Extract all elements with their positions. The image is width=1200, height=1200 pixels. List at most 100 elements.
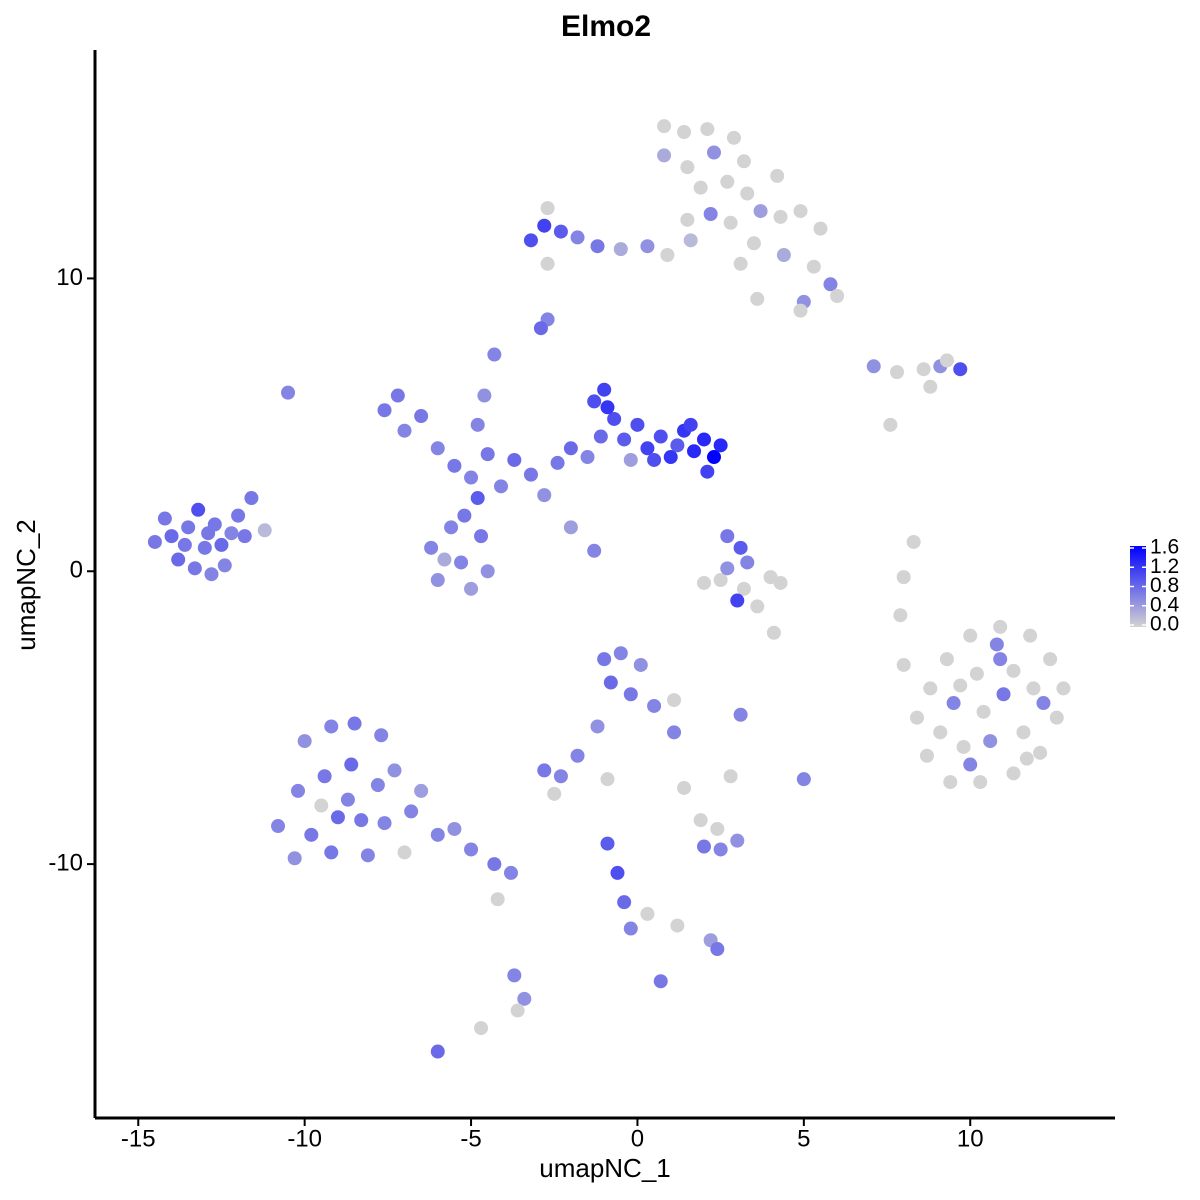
x-tick-label: 10 [957, 1125, 984, 1152]
x-tick-label: -15 [121, 1125, 156, 1152]
cell-point [507, 968, 522, 983]
cell-point [540, 256, 555, 271]
cell-point [723, 215, 738, 230]
cell-point [653, 974, 668, 989]
cell-point [291, 783, 306, 798]
cell-point [231, 508, 246, 523]
cell-point [374, 728, 389, 743]
x-axis-label: umapNC_1 [539, 1153, 671, 1183]
cell-point [480, 447, 495, 462]
cell-point [447, 458, 462, 473]
cell-point [983, 734, 998, 749]
cell-point [430, 827, 445, 842]
cell-point [147, 534, 162, 549]
cell-point [667, 693, 682, 708]
cell-point [547, 786, 562, 801]
cell-point [697, 575, 712, 590]
cell-point [430, 573, 445, 588]
cell-point [507, 452, 522, 467]
cell-point [430, 441, 445, 456]
cell-point [390, 388, 405, 403]
colorbar-tick-label: 1.2 [1150, 555, 1179, 578]
cell-point [720, 561, 735, 576]
cell-point [683, 233, 698, 248]
cell-point [597, 652, 612, 667]
cell-point [700, 122, 715, 137]
cell-point [360, 848, 375, 863]
cell-point [537, 218, 552, 233]
cell-point [397, 423, 412, 438]
cell-point [916, 362, 931, 377]
cell-point [706, 450, 721, 465]
cell-point [464, 470, 479, 485]
cell-point [740, 555, 755, 570]
cell-point [610, 865, 625, 880]
cell-point [414, 783, 429, 798]
cell-point [1036, 696, 1051, 711]
x-tick-label: 5 [797, 1125, 810, 1152]
cell-point [660, 247, 675, 262]
y-tick-label: 0 [70, 557, 83, 584]
cell-point [657, 148, 672, 163]
cell-point [1006, 766, 1021, 781]
cell-point [720, 529, 735, 544]
cell-point [989, 637, 1004, 652]
cell-point [906, 534, 921, 549]
cell-point [630, 417, 645, 432]
cell-point [896, 657, 911, 672]
cell-point [923, 681, 938, 696]
cell-point [330, 810, 345, 825]
cell-point [191, 502, 206, 517]
cell-point [723, 769, 738, 784]
cell-point [404, 804, 419, 819]
cell-point [457, 508, 472, 523]
cell-point [670, 918, 685, 933]
cell-point [490, 892, 505, 907]
cell-point [424, 540, 439, 555]
cell-point [939, 353, 954, 368]
cell-point [181, 520, 196, 535]
cell-point [866, 359, 881, 374]
points [147, 119, 1071, 1059]
cell-point [590, 719, 605, 734]
cell-point [996, 687, 1011, 702]
cell-point [494, 479, 509, 494]
cell-point [587, 394, 602, 409]
cell-point [736, 581, 751, 596]
cell-point [377, 816, 392, 831]
cell-point [454, 555, 469, 570]
cell-point [750, 599, 765, 614]
cell-point [667, 725, 682, 740]
axes: -15 -10 -5 0 5 10 -10 0 10 [48, 50, 1115, 1152]
cell-point [993, 652, 1008, 667]
cell-point [587, 543, 602, 558]
cell-point [537, 763, 552, 778]
cell-point [340, 792, 355, 807]
cell-point [713, 438, 728, 453]
cell-point [883, 417, 898, 432]
cell-point [623, 452, 638, 467]
cell-point [976, 704, 991, 719]
cell-point [617, 432, 632, 447]
cell-point [224, 526, 239, 541]
cell-point [354, 813, 369, 828]
cell-point [640, 239, 655, 254]
cell-point [946, 696, 961, 711]
cell-point [746, 236, 761, 251]
cell-point [204, 567, 219, 582]
cell-point [444, 520, 459, 535]
cell-point [570, 748, 585, 763]
cell-point [613, 646, 628, 661]
cell-point [437, 552, 452, 567]
chart-title: Elmo2 [561, 10, 651, 43]
cell-point [474, 1021, 489, 1036]
cell-point [693, 180, 708, 195]
cell-point [796, 772, 811, 787]
cell-point [271, 819, 286, 834]
cell-point [523, 233, 538, 248]
cell-point [806, 259, 821, 274]
cell-point [750, 291, 765, 306]
cell-point [683, 417, 698, 432]
cell-point [201, 526, 216, 541]
cell-point [1033, 745, 1048, 760]
